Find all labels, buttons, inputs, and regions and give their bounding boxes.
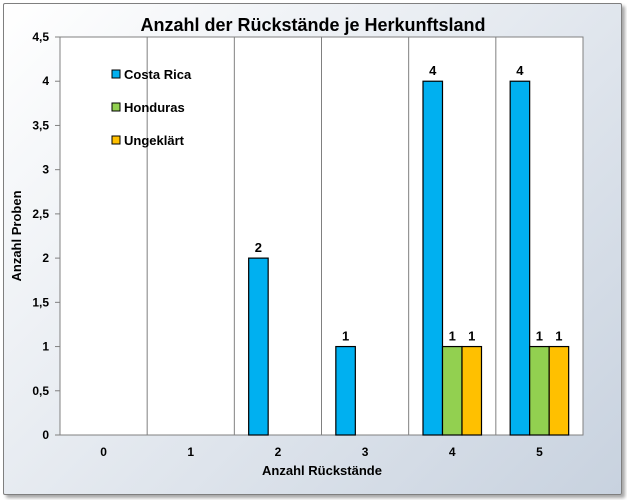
y-tick-label: 3,5 xyxy=(32,118,49,132)
bars xyxy=(248,80,570,436)
bar xyxy=(335,345,356,436)
y-tick-label: 2,5 xyxy=(32,207,49,221)
data-label: 1 xyxy=(536,329,543,344)
category-gridlines xyxy=(146,37,497,435)
data-label: 2 xyxy=(255,240,262,255)
chart-title: Anzahl der Rückstände je Herkunftsland xyxy=(140,15,485,35)
y-tick-label: 4,5 xyxy=(32,30,49,44)
y-tick-label: 2 xyxy=(42,251,49,265)
data-label: 1 xyxy=(449,329,456,344)
legend-label: Ungeklärt xyxy=(124,133,185,148)
legend-swatch xyxy=(111,69,121,79)
y-axis-title: Anzahl Proben xyxy=(9,190,24,281)
bar xyxy=(441,345,463,436)
y-tick-label: 0,5 xyxy=(32,384,49,398)
x-tick-label: 0 xyxy=(100,445,107,459)
y-tick-label: 1,5 xyxy=(32,295,49,309)
x-tick-label: 4 xyxy=(449,445,456,459)
data-label: 1 xyxy=(342,329,349,344)
legend-swatch xyxy=(111,102,121,112)
bar xyxy=(461,345,483,436)
bar xyxy=(529,345,550,436)
x-tick-label: 2 xyxy=(275,445,282,459)
legend: Costa Rica Honduras Ungeklärt xyxy=(111,67,192,148)
bar xyxy=(509,80,531,436)
y-axis-ticks: 0 0,5 1 1,5 2 2,5 3 3,5 4 4,5 xyxy=(32,30,60,442)
y-tick-label: 3 xyxy=(42,163,49,177)
x-axis-ticks: 0 1 2 3 4 5 xyxy=(100,445,543,459)
bar xyxy=(422,80,444,436)
data-label: 1 xyxy=(555,329,562,344)
data-labels: 214 41 11 1 xyxy=(255,63,563,343)
x-tick-label: 3 xyxy=(362,445,369,459)
x-axis-title: Anzahl Rückstände xyxy=(262,463,382,478)
x-tick-label: 5 xyxy=(536,445,543,459)
x-tick-label: 1 xyxy=(187,445,194,459)
data-label: 4 xyxy=(516,63,524,78)
legend-label: Costa Rica xyxy=(124,67,192,82)
data-label: 1 xyxy=(468,329,475,344)
legend-swatch xyxy=(111,135,121,145)
y-tick-label: 1 xyxy=(42,340,49,354)
legend-label: Honduras xyxy=(124,100,185,115)
bar xyxy=(248,257,269,436)
data-label: 4 xyxy=(429,63,437,78)
y-tick-label: 4 xyxy=(42,74,49,88)
y-tick-label: 0 xyxy=(42,428,49,442)
bar xyxy=(548,345,570,436)
